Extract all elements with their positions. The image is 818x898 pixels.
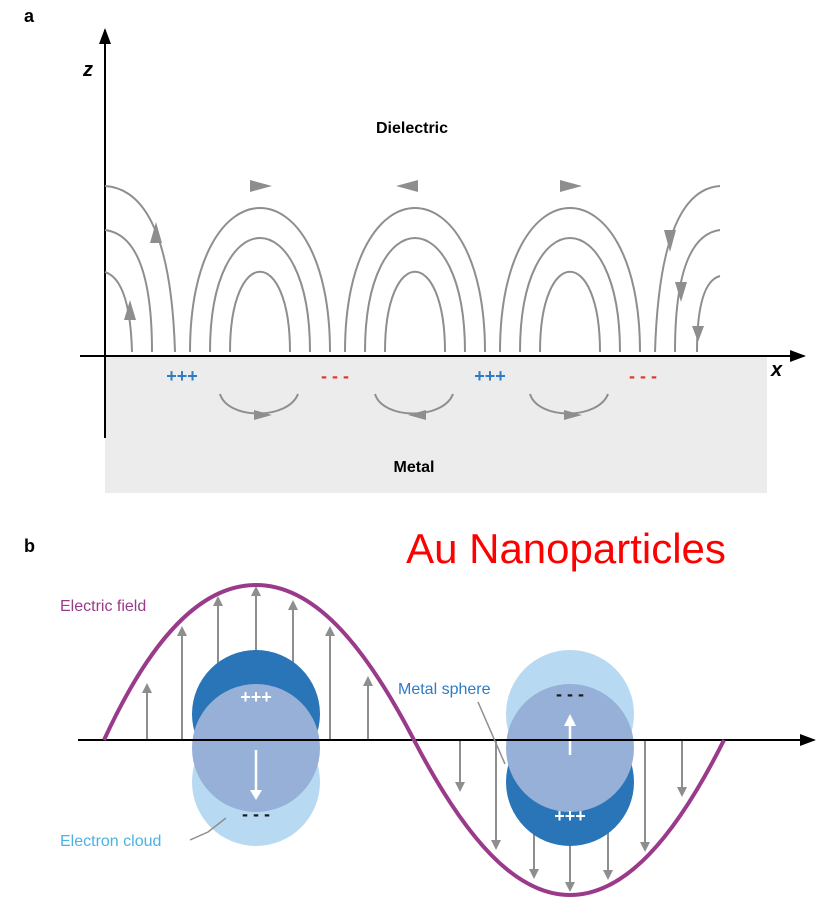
arrowhead bbox=[250, 180, 272, 192]
dielectric-label: Dielectric bbox=[376, 120, 448, 137]
field-line bbox=[384, 271, 446, 353]
sphere-bottom-charge: +++ bbox=[554, 806, 586, 826]
arrowhead bbox=[664, 230, 676, 252]
sphere-top-charge: - - - bbox=[556, 684, 584, 704]
panel-b-label: b bbox=[24, 536, 35, 556]
panel-a: a Metal Dielectric z x bbox=[24, 6, 806, 493]
field-line bbox=[104, 229, 153, 353]
field-line bbox=[189, 207, 331, 353]
arrowhead bbox=[564, 410, 582, 420]
arrowhead bbox=[560, 180, 582, 192]
metal-sphere-leader bbox=[477, 701, 506, 765]
electric-field-label: Electric field bbox=[60, 598, 146, 615]
field-line bbox=[344, 207, 486, 353]
sphere-top-charge: +++ bbox=[240, 687, 272, 707]
electric-field-wave bbox=[102, 582, 726, 898]
sphere-overlap bbox=[192, 684, 320, 812]
arrowhead bbox=[396, 180, 418, 192]
arrowhead bbox=[408, 410, 426, 420]
arrowhead bbox=[150, 222, 162, 243]
field-line bbox=[104, 185, 176, 353]
arrowhead bbox=[675, 282, 687, 302]
positive-charge: +++ bbox=[166, 366, 198, 386]
metal-region bbox=[105, 356, 767, 493]
field-line bbox=[229, 271, 291, 353]
positive-charge: +++ bbox=[474, 366, 506, 386]
arrowhead bbox=[692, 326, 704, 342]
arrowhead bbox=[124, 300, 136, 320]
field-line bbox=[104, 271, 133, 353]
metal-label: Metal bbox=[394, 459, 435, 476]
x-axis-label: x bbox=[770, 359, 783, 381]
field-line bbox=[654, 185, 721, 353]
field-line bbox=[674, 229, 721, 353]
arrowhead bbox=[254, 410, 272, 420]
current-arc bbox=[374, 393, 454, 415]
negative-charge: - - - bbox=[629, 366, 657, 386]
metal-sphere-right: - - - +++ bbox=[506, 650, 634, 846]
field-lines bbox=[104, 185, 721, 353]
electron-cloud-leader bbox=[189, 817, 227, 841]
negative-charge: - - - bbox=[321, 366, 349, 386]
metal-sphere-left: +++ - - - bbox=[192, 650, 320, 846]
field-arrowheads bbox=[124, 180, 704, 342]
arrowhead bbox=[250, 790, 262, 800]
field-line bbox=[696, 275, 721, 353]
field-line bbox=[519, 237, 621, 353]
electron-cloud-label: Electron cloud bbox=[60, 833, 161, 850]
arrowhead bbox=[564, 714, 576, 726]
z-axis-label: z bbox=[82, 59, 93, 81]
metal-sphere-label: Metal sphere bbox=[398, 681, 491, 698]
field-line bbox=[539, 271, 601, 353]
sphere-bottom-charge: - - - bbox=[242, 804, 270, 824]
field-line bbox=[209, 237, 311, 353]
field-line bbox=[364, 237, 466, 353]
metal-current-arrowheads bbox=[254, 410, 582, 420]
panel-b: b Au Nanoparticles +++ - bbox=[24, 525, 816, 898]
figure-title: Au Nanoparticles bbox=[406, 525, 726, 572]
field-line bbox=[499, 207, 641, 353]
panel-a-label: a bbox=[24, 6, 35, 26]
